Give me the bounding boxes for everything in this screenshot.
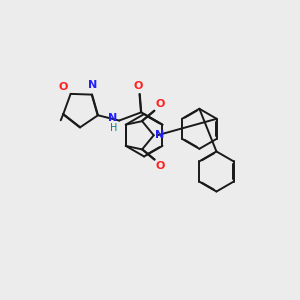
Text: N: N (109, 113, 118, 123)
Text: O: O (156, 161, 165, 171)
Text: N: N (88, 80, 97, 90)
Text: O: O (59, 82, 68, 92)
Text: H: H (110, 123, 118, 133)
Text: N: N (155, 130, 164, 140)
Text: O: O (134, 80, 143, 91)
Text: O: O (156, 99, 165, 110)
